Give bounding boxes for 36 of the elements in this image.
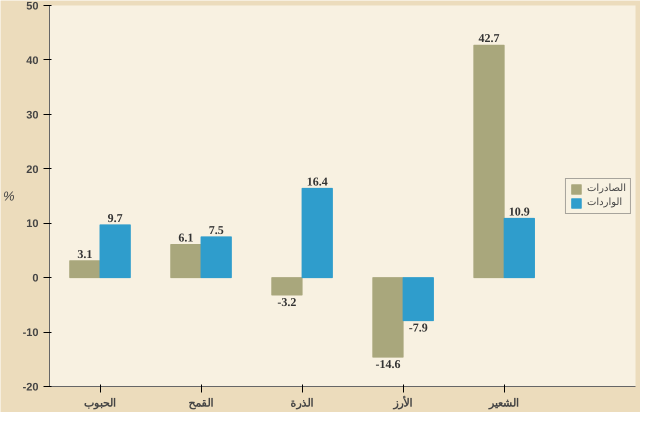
data-label: -3.2	[277, 295, 296, 310]
y-tick-label: 40	[26, 54, 39, 67]
data-label: 6.1	[178, 230, 194, 244]
y-tick-label: 20	[26, 164, 39, 176]
data-label: 9.7	[108, 210, 123, 225]
y-tick-label: -20	[22, 382, 39, 394]
data-label: -7.9	[408, 320, 428, 335]
bar	[473, 44, 505, 278]
data-label: 3.1	[77, 246, 92, 261]
y-tick-label: 0	[32, 272, 39, 285]
y-axis-title: %	[3, 188, 15, 204]
x-tick-label: القمح	[188, 398, 214, 410]
data-label: -14.6	[375, 357, 400, 372]
y-tick-label: 30	[26, 109, 39, 122]
data-label: 16.4	[306, 174, 328, 188]
data-label: 7.5	[208, 222, 224, 237]
bar	[372, 277, 404, 358]
bar	[200, 236, 232, 278]
y-tick-label: -10	[22, 327, 39, 340]
bar	[100, 224, 131, 278]
data-label: 42.7	[478, 31, 500, 46]
x-tick-label: الأرز	[392, 396, 413, 410]
data-label: 10.9	[508, 204, 530, 218]
legend-label: الواردات	[586, 197, 622, 208]
bar	[69, 260, 101, 278]
bar	[302, 188, 333, 278]
bar	[504, 218, 535, 278]
bar	[170, 244, 202, 278]
y-tick-label: 10	[26, 218, 39, 230]
x-tick-label: الحبوب	[84, 398, 116, 410]
bar	[271, 277, 303, 296]
x-tick-label: الشعير	[488, 398, 520, 410]
legend-label: الصادرات	[586, 183, 626, 194]
y-tick-label: 50	[26, 0, 39, 12]
x-tick-label: الذرة	[290, 398, 314, 410]
bar	[402, 277, 434, 322]
